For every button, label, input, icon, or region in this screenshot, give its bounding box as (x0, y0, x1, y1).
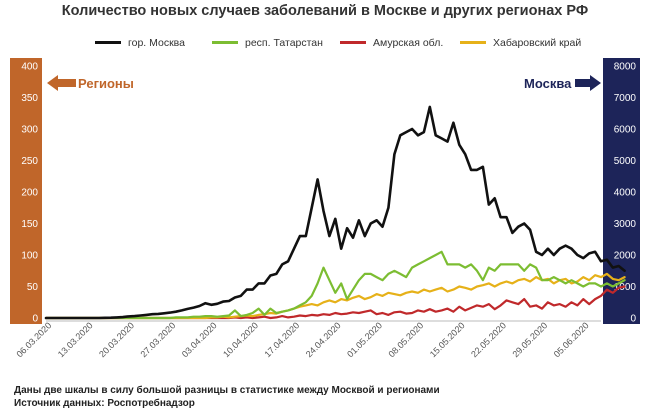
right-tick-label-0: 0 (630, 314, 636, 325)
x-tick-label-7: 24.04.2020 (304, 320, 343, 359)
footnotes: Даны две шкалы в силу большой разницы в … (14, 384, 440, 410)
legend-item-moscow: гор. Москва (95, 37, 185, 49)
legend-item-khabarovsk: Хабаровский край (460, 37, 581, 49)
arrow-right-icon (590, 75, 601, 91)
legend-swatch-amur (340, 40, 366, 44)
right-tick-label-3: 3000 (614, 219, 637, 230)
x-tick-label-5: 10.04.2020 (221, 320, 260, 359)
left-tick-label-3: 150 (21, 219, 38, 230)
series-line-3 (44, 272, 626, 320)
left-tick-label-1: 50 (27, 282, 39, 293)
series-lines (44, 105, 626, 320)
left-axis-title: Регионы (78, 76, 134, 91)
arrow-left-icon (47, 75, 58, 91)
right-tick-label-4: 4000 (614, 188, 637, 199)
x-tick-label-12: 29.05.2020 (510, 320, 549, 359)
right-axis-title: Москва (524, 76, 572, 91)
legend-item-amur: Амурская обл. (340, 37, 443, 49)
series-line-0 (44, 105, 626, 320)
series-line-1 (44, 250, 626, 320)
left-tick-label-8: 400 (21, 62, 38, 73)
x-tick-label-13: 05.06.2020 (552, 320, 591, 359)
x-axis-ticks: 06.03.2020 13.03.2020 20.03.2020 27.03.2020… (14, 320, 590, 359)
left-tick-label-0: 0 (32, 314, 38, 325)
left-tick-label-5: 250 (21, 156, 38, 167)
right-tick-label-7: 7000 (614, 93, 637, 104)
footnote-scales: Даны две шкалы в силу большой разницы в … (14, 385, 440, 396)
x-tick-label-3: 27.03.2020 (138, 320, 177, 359)
right-tick-label-8: 8000 (614, 62, 637, 73)
legend: гор. Москва респ. Татарстан Амурская обл… (95, 37, 615, 53)
right-tick-label-2: 2000 (614, 251, 637, 262)
right-axis-ticks: 0 1000 2000 3000 4000 5000 6000 7000 8000 (614, 62, 637, 325)
left-tick-label-4: 200 (21, 188, 38, 199)
left-tick-label-2: 100 (21, 251, 38, 262)
right-tick-label-6: 6000 (614, 125, 637, 136)
left-axis-ticks: 0 50 100 150 200 250 300 350 400 (21, 62, 38, 325)
left-tick-label-6: 300 (21, 125, 38, 136)
x-tick-label-6: 17.04.2020 (262, 320, 301, 359)
left-axis-band (10, 58, 42, 324)
legend-label-amur: Амурская обл. (373, 37, 444, 49)
legend-item-tatarstan: респ. Татарстан (212, 37, 323, 49)
legend-label-moscow: гор. Москва (128, 37, 185, 49)
chart-title: Количество новых случаев заболеваний в М… (61, 3, 589, 19)
legend-swatch-khabarovsk (460, 40, 486, 44)
right-arrow-shaft (575, 79, 590, 87)
x-tick-label-10: 15.05.2020 (428, 320, 467, 359)
x-tick-label-9: 08.05.2020 (386, 320, 425, 359)
legend-swatch-moscow (95, 40, 121, 44)
legend-label-khabarovsk: Хабаровский край (493, 37, 582, 49)
x-tick-label-8: 01.05.2020 (345, 320, 384, 359)
left-tick-label-7: 350 (21, 93, 38, 104)
x-tick-label-4: 03.04.2020 (180, 320, 219, 359)
x-tick-label-0: 06.03.2020 (14, 320, 53, 359)
right-tick-label-1: 1000 (614, 282, 637, 293)
x-tick-label-11: 22.05.2020 (469, 320, 508, 359)
x-tick-label-1: 13.03.2020 (56, 320, 95, 359)
footnote-source: Источник данных: Роспотребнадзор (14, 398, 195, 409)
legend-swatch-tatarstan (212, 40, 238, 44)
right-tick-label-5: 5000 (614, 156, 637, 167)
x-tick-label-2: 20.03.2020 (97, 320, 136, 359)
legend-label-tatarstan: респ. Татарстан (245, 37, 323, 49)
left-arrow-shaft (58, 79, 76, 87)
